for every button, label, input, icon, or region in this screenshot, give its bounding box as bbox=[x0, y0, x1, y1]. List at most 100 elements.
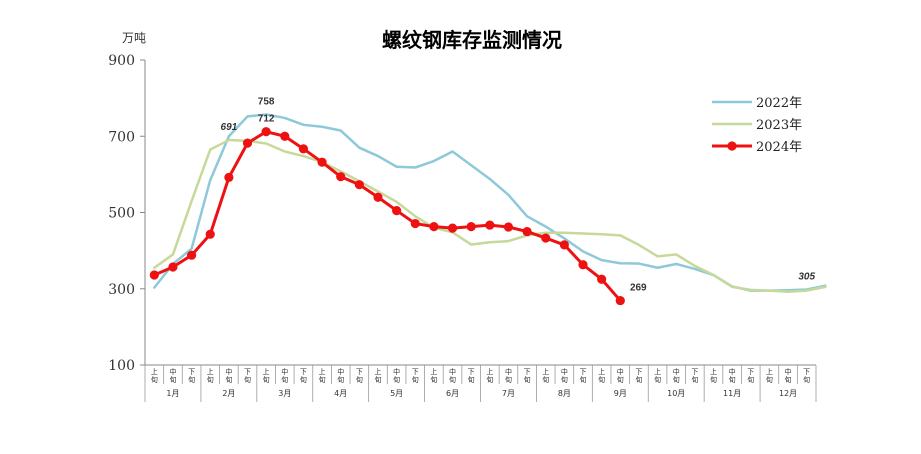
x-tick-label: 中 bbox=[337, 367, 344, 376]
x-tick-label: 旬 bbox=[169, 375, 176, 384]
x-tick-label: 旬 bbox=[188, 375, 195, 384]
data-point bbox=[336, 172, 346, 182]
x-month-label: 8月 bbox=[558, 389, 571, 398]
x-tick-label: 旬 bbox=[356, 375, 363, 384]
x-tick-label: 旬 bbox=[729, 375, 736, 384]
x-tick-label: 中 bbox=[281, 367, 288, 376]
data-point bbox=[410, 218, 420, 229]
x-tick-label: 旬 bbox=[207, 375, 214, 384]
x-tick-label: 旬 bbox=[617, 375, 624, 384]
data-point bbox=[522, 226, 532, 237]
data-label: 712 bbox=[258, 114, 275, 125]
x-tick-label: 中 bbox=[785, 367, 792, 376]
y-tick-label: 700 bbox=[108, 129, 135, 145]
x-month-label: 5月 bbox=[390, 389, 403, 398]
x-tick-label: 旬 bbox=[263, 375, 270, 384]
x-tick-label: 旬 bbox=[337, 375, 344, 384]
x-tick-label: 中 bbox=[169, 367, 176, 376]
data-point bbox=[261, 127, 271, 137]
x-tick-label: 上 bbox=[319, 367, 326, 376]
x-tick-label: 下 bbox=[468, 368, 475, 376]
x-tick-label: 旬 bbox=[635, 375, 642, 384]
x-tick-label: 旬 bbox=[524, 375, 531, 384]
x-month-label: 10月 bbox=[667, 389, 685, 398]
data-point bbox=[373, 192, 383, 202]
x-tick-label: 旬 bbox=[244, 375, 251, 384]
data-label: 305 bbox=[798, 272, 815, 283]
x-tick-label: 旬 bbox=[225, 375, 232, 384]
x-tick-label: 下 bbox=[244, 368, 251, 376]
x-month-label: 1月 bbox=[166, 389, 179, 398]
x-tick-label: 旬 bbox=[654, 375, 661, 384]
x-month-label: 4月 bbox=[334, 389, 347, 398]
data-point bbox=[149, 270, 159, 280]
x-tick-label: 旬 bbox=[673, 375, 680, 384]
x-tick-label: 中 bbox=[673, 367, 680, 376]
x-tick-label: 旬 bbox=[319, 375, 326, 384]
x-tick-label: 旬 bbox=[300, 375, 307, 384]
data-point bbox=[242, 138, 253, 148]
x-tick-label: 中 bbox=[449, 367, 456, 376]
x-tick-label: 中 bbox=[561, 367, 568, 376]
legend-label: 2022年 bbox=[756, 96, 802, 111]
data-point bbox=[597, 274, 607, 284]
x-tick-label: 旬 bbox=[542, 375, 549, 384]
x-tick-label: 上 bbox=[766, 367, 773, 376]
x-tick-label: 上 bbox=[654, 367, 661, 376]
x-tick-label: 上 bbox=[710, 367, 717, 376]
y-axis-label: 万吨 bbox=[122, 31, 146, 45]
x-tick-label: 上 bbox=[486, 367, 493, 376]
x-month-label: 11月 bbox=[723, 389, 741, 398]
data-point bbox=[168, 262, 178, 272]
x-tick-label: 旬 bbox=[803, 375, 810, 384]
x-tick-label: 旬 bbox=[710, 375, 717, 384]
data-point bbox=[392, 205, 402, 216]
x-tick-label: 下 bbox=[803, 368, 810, 376]
x-tick-label: 旬 bbox=[785, 375, 792, 384]
x-month-label: 9月 bbox=[614, 389, 627, 398]
x-tick-label: 旬 bbox=[747, 375, 754, 384]
x-tick-label: 中 bbox=[617, 367, 624, 376]
data-point bbox=[578, 260, 588, 270]
annotation-layer: 691 758 712 269 305 bbox=[221, 97, 816, 294]
x-tick-label: 上 bbox=[374, 367, 381, 376]
axes: 100300500700900上旬中旬下旬上旬中旬下旬上旬中旬下旬上旬中旬下旬上… bbox=[108, 53, 817, 402]
data-point bbox=[541, 233, 551, 243]
x-tick-label: 旬 bbox=[766, 375, 773, 384]
series-line-1 bbox=[153, 138, 827, 294]
data-point bbox=[205, 229, 215, 239]
x-tick-label: 旬 bbox=[449, 375, 456, 384]
legend-label: 2023年 bbox=[756, 118, 802, 133]
legend-swatch-marker bbox=[727, 141, 737, 151]
x-month-label: 3月 bbox=[278, 389, 291, 398]
x-tick-label: 下 bbox=[188, 368, 195, 376]
x-month-label: 7月 bbox=[502, 389, 515, 398]
data-point bbox=[224, 172, 234, 183]
x-month-label: 12月 bbox=[779, 389, 797, 398]
x-tick-label: 旬 bbox=[151, 375, 158, 384]
data-label: 269 bbox=[630, 283, 647, 294]
x-tick-label: 下 bbox=[691, 368, 698, 376]
data-point bbox=[280, 131, 290, 141]
x-tick-label: 中 bbox=[505, 367, 512, 376]
x-tick-label: 上 bbox=[151, 367, 158, 376]
y-tick-label: 500 bbox=[108, 206, 135, 222]
data-point bbox=[447, 223, 458, 233]
x-tick-label: 下 bbox=[356, 368, 363, 376]
x-tick-label: 旬 bbox=[691, 375, 698, 384]
x-tick-label: 上 bbox=[430, 367, 437, 376]
data-point bbox=[615, 295, 625, 306]
data-point bbox=[298, 144, 309, 154]
data-label: 691 bbox=[221, 122, 238, 133]
x-tick-label: 旬 bbox=[393, 375, 400, 384]
y-tick-label: 900 bbox=[108, 53, 135, 69]
data-label: 758 bbox=[258, 97, 275, 108]
x-tick-label: 旬 bbox=[486, 375, 493, 384]
chart-title: 螺纹钢库存监测情况 bbox=[382, 28, 562, 52]
x-tick-label: 上 bbox=[598, 367, 605, 376]
x-tick-label: 旬 bbox=[468, 375, 475, 384]
x-tick-label: 下 bbox=[300, 368, 307, 376]
x-tick-label: 下 bbox=[747, 368, 754, 376]
y-tick-label: 100 bbox=[108, 358, 135, 374]
x-tick-label: 中 bbox=[393, 367, 400, 376]
